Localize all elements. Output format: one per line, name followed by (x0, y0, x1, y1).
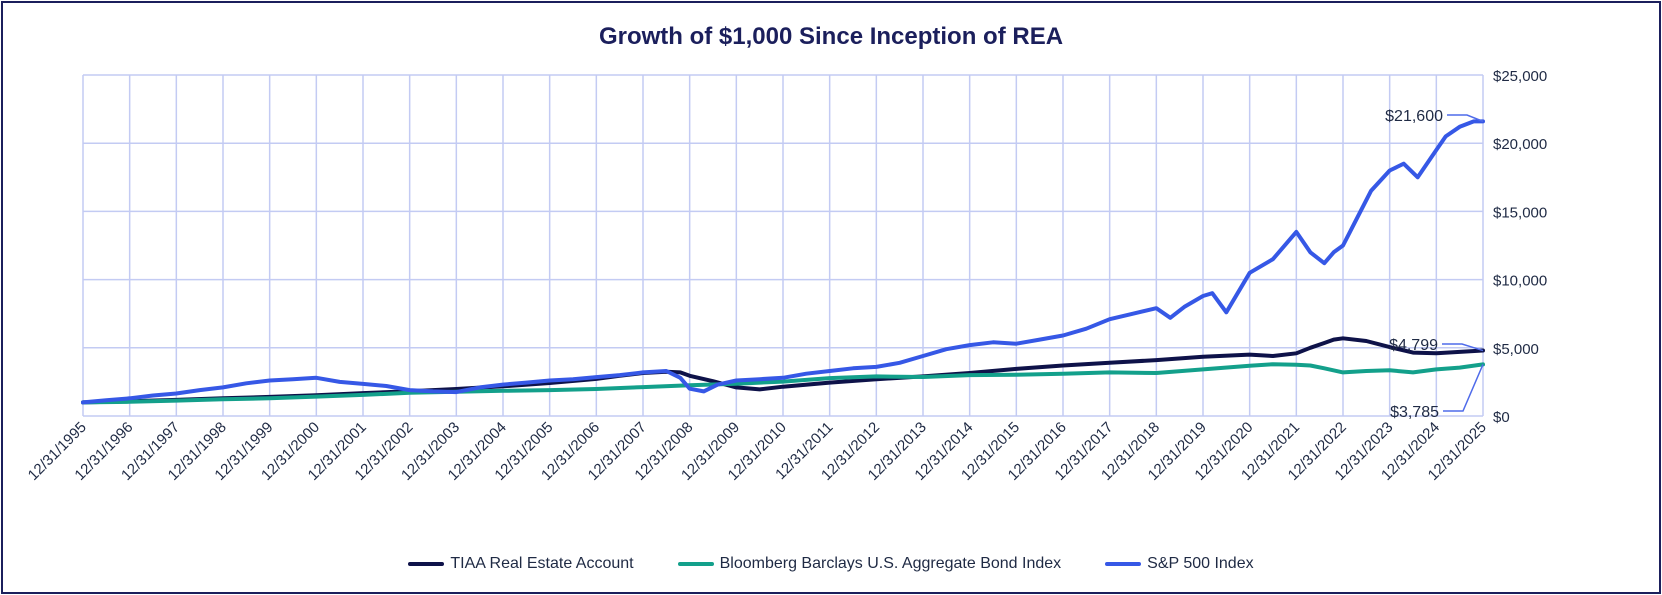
y-tick-label: $15,000 (1493, 204, 1547, 221)
y-tick-label: $10,000 (1493, 273, 1547, 290)
legend-swatch-sp500 (1105, 562, 1142, 566)
legend-label-bond-index: Bloomberg Barclays U.S. Aggregate Bond I… (719, 555, 1062, 572)
annotation-leader-line (1443, 364, 1484, 412)
y-axis-ticks: $0 $5,000 $10,000 $15,000 $20,000 $25,000 (1493, 68, 1547, 426)
annotation-leader-line (1442, 343, 1484, 352)
legend-label-tiaa-rea: TIAA Real Estate Account (450, 555, 634, 572)
grid-lines (82, 74, 1484, 417)
series-line-bond-index (81, 362, 1485, 405)
y-tick-label: $0 (1493, 409, 1510, 426)
annotation-tiaa-rea-end: $4,799 (1389, 337, 1438, 354)
legend-swatch-tiaa-rea (408, 562, 445, 566)
chart-plot: 12/31/199512/31/199612/31/199712/31/1998… (25, 68, 1548, 484)
y-tick-label: $5,000 (1493, 341, 1539, 358)
legend-item-bond-index: Bloomberg Barclays U.S. Aggregate Bond I… (677, 555, 1062, 573)
y-tick-label: $20,000 (1493, 136, 1547, 153)
annotation-bond-index-end: $3,785 (1390, 404, 1439, 421)
legend-item-tiaa-rea: TIAA Real Estate Account (408, 555, 634, 573)
series-lines (81, 119, 1485, 405)
chart-legend: TIAA Real Estate Account Bloomberg Barcl… (3, 555, 1659, 573)
y-tick-label: $25,000 (1493, 68, 1547, 85)
chart-title: Growth of $1,000 Since Inception of REA (598, 23, 1064, 50)
end-value-annotations: $21,600 $4,799 $3,785 (1385, 108, 1484, 421)
x-axis-ticks: 12/31/199512/31/199612/31/199712/31/1998… (25, 419, 1490, 484)
annotation-leader-line (1447, 114, 1484, 123)
series-line-sp500 (81, 119, 1485, 405)
legend-item-sp500: S&P 500 Index (1105, 555, 1254, 573)
annotation-sp500-end: $21,600 (1385, 108, 1443, 125)
legend-swatch-bond-index (677, 562, 714, 566)
legend-label-sp500: S&P 500 Index (1147, 555, 1254, 572)
